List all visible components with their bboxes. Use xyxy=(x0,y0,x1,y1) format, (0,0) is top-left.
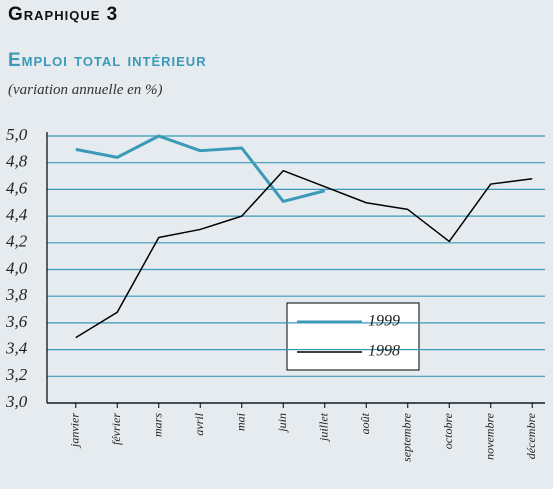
y-tick-label: 4,6 xyxy=(6,178,28,197)
y-tick-label: 4,2 xyxy=(6,232,28,251)
x-tick-label: juin xyxy=(275,413,289,434)
x-tick-label: mai xyxy=(234,413,248,431)
legend-label: 1999 xyxy=(368,313,400,330)
y-tick-label: 3,8 xyxy=(5,285,28,304)
x-tick-label: avril xyxy=(192,412,206,435)
x-tick-label: novembre xyxy=(483,412,497,460)
y-tick-label: 4,0 xyxy=(6,258,28,277)
x-tick-label: mars xyxy=(151,413,165,437)
y-tick-label: 3,4 xyxy=(5,339,28,358)
series-line xyxy=(75,134,326,203)
chart-note: (variation annuelle en %) xyxy=(8,82,163,98)
y-tick-label: 4,8 xyxy=(6,152,28,171)
series-line xyxy=(75,169,533,339)
y-tick-label: 5,0 xyxy=(6,125,28,144)
x-tick-label: octobre xyxy=(441,412,455,449)
legend-label: 1998 xyxy=(368,343,400,360)
x-tick-label: février xyxy=(109,413,123,445)
y-tick-label: 3,2 xyxy=(5,365,28,384)
legend-box xyxy=(286,302,420,371)
x-tick-label: août xyxy=(358,412,372,434)
chart-subtitle: Emploi total intérieur xyxy=(8,50,207,71)
x-tick-label: janvier xyxy=(68,413,82,449)
y-tick-label: 3,0 xyxy=(5,392,28,411)
chart-title: Graphique 3 xyxy=(8,4,118,25)
y-tick-label: 3,6 xyxy=(5,312,28,331)
y-tick-label: 4,4 xyxy=(6,205,28,224)
x-tick-label: décembre xyxy=(524,412,538,459)
x-tick-label: septembre xyxy=(400,412,414,462)
x-tick-label: juillet xyxy=(317,412,331,443)
